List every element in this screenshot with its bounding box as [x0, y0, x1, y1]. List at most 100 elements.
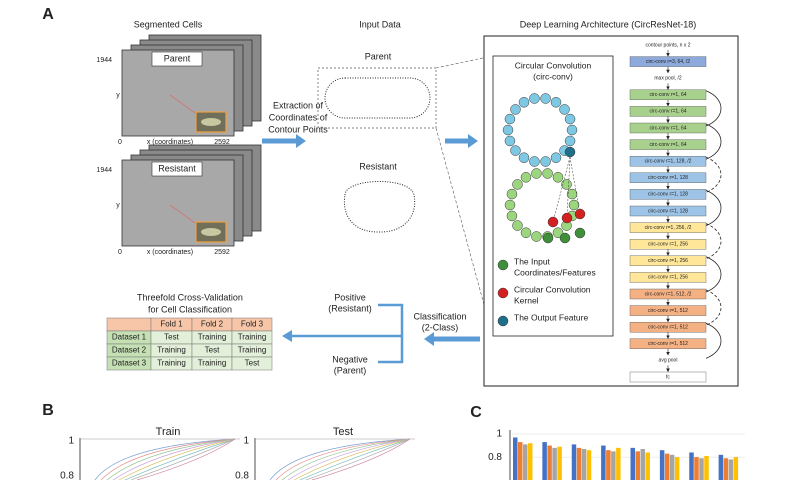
bar — [728, 459, 734, 480]
kernel-node — [574, 208, 586, 220]
table-cell-text: Training — [238, 333, 267, 342]
layer-label: contour points, n x 2 — [645, 42, 690, 48]
node — [564, 135, 576, 147]
bar — [723, 458, 729, 480]
table-cell-text: Training — [157, 346, 186, 355]
bar — [581, 449, 587, 480]
node — [512, 179, 523, 190]
input-label: Resistant — [359, 161, 397, 171]
zoom-line — [435, 55, 493, 69]
layer-label: circ-conv r=1, 512, /2 — [645, 291, 692, 297]
kernel-node — [561, 212, 573, 224]
bar — [571, 444, 577, 480]
y-tick-label: 0.8 — [235, 471, 249, 480]
table-cell-text: Dataset 3 — [112, 359, 147, 368]
layer-label: max pool, /2 — [654, 76, 681, 82]
layer-label: avg pool — [659, 358, 678, 364]
bar — [664, 453, 670, 480]
roc-curve — [124, 438, 236, 480]
class-label: Negative — [332, 354, 368, 364]
bar — [576, 447, 582, 480]
node — [504, 199, 516, 211]
table-cell-text: Training — [157, 359, 186, 368]
roc-curve — [299, 438, 411, 480]
extraction-text: Extraction of — [273, 100, 324, 110]
table-cell — [106, 317, 152, 332]
panel-label: C — [470, 404, 482, 421]
axis-label: x (coordinates) — [147, 249, 193, 256]
legend-dot — [497, 315, 509, 327]
bar — [694, 457, 699, 480]
node — [564, 113, 576, 125]
bar — [601, 445, 606, 480]
table-title: for Cell Classification — [148, 304, 232, 314]
axis-label: y — [116, 92, 120, 99]
bracket — [378, 303, 404, 364]
node — [574, 227, 586, 239]
node — [566, 124, 578, 136]
circ-conv-title: Circular Convolution — [515, 60, 592, 70]
y-tick-label: 1 — [68, 436, 74, 447]
image-label: Resistant — [158, 163, 196, 173]
node — [559, 104, 570, 115]
layer-label: circ-conv r=1, 64 — [649, 125, 686, 131]
roc-curve — [275, 438, 411, 480]
node — [529, 93, 540, 104]
cell — [201, 118, 221, 126]
arrowhead — [282, 330, 292, 342]
table-cell-text: Dataset 2 — [112, 346, 147, 355]
bar — [635, 451, 640, 480]
axis-label: 2592 — [214, 139, 230, 146]
node — [531, 168, 542, 179]
bar — [547, 445, 552, 480]
roc-curve — [269, 438, 411, 480]
bar — [689, 452, 694, 480]
node — [550, 97, 562, 108]
y-tick-label: 0.8 — [60, 471, 74, 480]
layer-label: circ-conv r=1, 128 — [648, 175, 688, 181]
table-cell-text: Dataset 1 — [112, 333, 147, 342]
bar — [674, 457, 680, 480]
bar — [645, 452, 650, 480]
node — [520, 227, 532, 238]
layer-label: fc — [666, 374, 670, 380]
roc-curve — [305, 438, 411, 480]
axis-label: x (coordinates) — [147, 139, 193, 146]
node — [510, 104, 521, 115]
layer-label: circ-conv r=1, 256 — [648, 275, 688, 281]
bar — [552, 447, 557, 480]
bar — [630, 447, 635, 480]
layer-label: circ-conv r=1, 64 — [649, 109, 686, 115]
kernel-node — [547, 216, 559, 228]
node — [510, 145, 521, 156]
table-cell-text: Training — [198, 333, 227, 342]
layer-label: circ-conv r=1, 256 — [648, 258, 688, 264]
layer-label: circ-conv r=1, 512 — [648, 325, 688, 331]
bar — [704, 455, 709, 480]
node — [531, 231, 542, 242]
skip-arrow — [705, 123, 722, 160]
node — [504, 135, 516, 147]
link — [569, 156, 581, 215]
node — [506, 210, 518, 222]
bar — [611, 451, 616, 480]
bar — [640, 449, 645, 480]
legend-dot — [497, 259, 509, 271]
layer-label: circ-conv r=1, 64 — [649, 92, 686, 98]
bar — [586, 450, 592, 480]
roc-curve — [293, 438, 411, 480]
node — [542, 168, 553, 179]
bar — [513, 437, 518, 480]
roc-curve — [100, 438, 236, 480]
roc-curve — [130, 438, 236, 480]
y-tick-label: 1 — [243, 436, 249, 447]
node — [568, 199, 580, 211]
section-title: Segmented Cells — [134, 19, 203, 29]
layer-label: circ-conv r=1, 128, /2 — [645, 159, 692, 165]
classification-label: Classification — [413, 311, 466, 321]
table-cell-text: Test — [164, 333, 179, 342]
y-tick-label: 1 — [496, 429, 502, 440]
table-header: Fold 3 — [241, 320, 264, 329]
layer-label: circ-conv r=1, 256 — [648, 242, 688, 248]
